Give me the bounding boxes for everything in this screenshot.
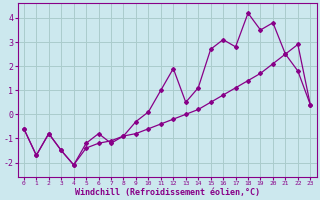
X-axis label: Windchill (Refroidissement éolien,°C): Windchill (Refroidissement éolien,°C) xyxy=(75,188,260,197)
